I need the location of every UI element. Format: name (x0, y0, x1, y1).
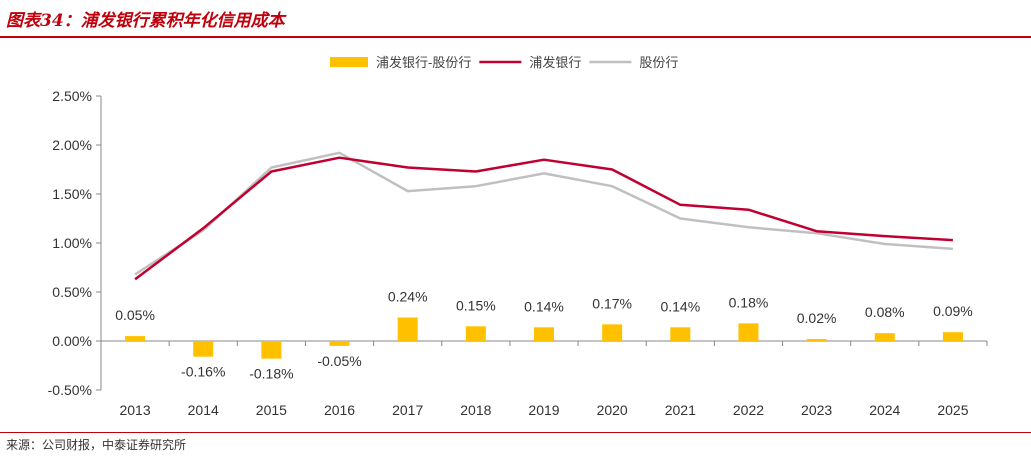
x-tick-label: 2023 (801, 402, 832, 418)
bar-data-label: 0.08% (865, 304, 905, 320)
bar (193, 341, 214, 357)
bar-data-label: 0.17% (592, 295, 632, 311)
y-tick-label: 2.50% (52, 88, 92, 104)
title-bar (0, 0, 1031, 38)
y-tick-label: 1.50% (52, 186, 92, 202)
bar-data-label: 0.05% (115, 307, 155, 323)
legend-swatch-bar (330, 57, 368, 67)
line-series (134, 151, 953, 281)
bar (942, 332, 963, 341)
y-tick-label: -0.50% (48, 382, 92, 398)
bar (738, 323, 759, 341)
bar-data-label: 0.09% (933, 303, 973, 319)
bar (397, 317, 418, 341)
x-tick-label: 2013 (119, 402, 150, 418)
y-tick-label: 0.50% (52, 284, 92, 300)
bar (261, 341, 282, 359)
x-tick-label: 2017 (392, 402, 423, 418)
series-line (134, 156, 953, 281)
bar-data-label: 0.14% (524, 298, 564, 314)
bar (329, 341, 350, 346)
x-tick-label: 2019 (528, 402, 559, 418)
bar (534, 327, 554, 341)
bar-data-label: 0.15% (456, 297, 496, 313)
bar-data-label: -0.16% (181, 364, 225, 380)
x-tick-label: 2018 (460, 402, 491, 418)
bar-data-label: 0.18% (729, 294, 769, 310)
legend: 浦发银行-股份行 浦发银行 股份行 (330, 55, 678, 70)
bar (465, 326, 486, 341)
legend-label: 浦发银行 (529, 55, 581, 70)
x-tick-label: 2021 (665, 402, 696, 418)
y-tick-label: 0.00% (52, 333, 92, 349)
bar (806, 339, 827, 341)
x-axis: 2013 2014 2015 2016 2017 2018 2019 2020 2021 2022… (100, 340, 988, 418)
y-tick-label: 1.00% (52, 235, 92, 251)
bar (670, 327, 691, 341)
x-tick-label: 2022 (733, 402, 764, 418)
bar (125, 336, 146, 341)
x-tick-label: 2024 (869, 402, 900, 418)
x-tick-label: 2015 (256, 402, 287, 418)
series-line (134, 151, 953, 276)
source-note: 来源：公司财报，中泰证券研究所 (6, 438, 187, 452)
bar-data-label: -0.18% (249, 366, 293, 382)
y-tick-label: 2.00% (52, 137, 92, 153)
y-axis: -0.50% 0.00% 0.50% 1.00% 1.50% 2.00% 2.50% (48, 88, 102, 398)
x-tick-label: 2016 (324, 402, 355, 418)
x-tick-label: 2020 (597, 402, 628, 418)
bar-series (125, 317, 963, 359)
chart: 浦发银行-股份行 浦发银行 股份行 -0.50% 0.00% 0.50% 1.00% 1.5… (48, 55, 988, 418)
chart-title: 图表34：浦发银行累积年化信用成本 (6, 11, 285, 31)
legend-label: 股份行 (639, 55, 678, 70)
x-tick-label: 2025 (937, 402, 968, 418)
bar (874, 333, 895, 341)
bar-data-label: 0.14% (660, 298, 700, 314)
bar-data-label: -0.05% (317, 353, 361, 369)
legend-label: 浦发银行-股份行 (376, 55, 471, 70)
footer-divider (0, 432, 1031, 433)
x-tick-label: 2014 (188, 402, 219, 418)
bar-data-label: 0.24% (388, 288, 428, 304)
bar-data-labels: 0.05% -0.16% -0.18% -0.05% 0.24% 0.15% 0.14% 0.… (115, 288, 973, 381)
bar (602, 324, 623, 341)
bar-data-label: 0.02% (797, 310, 837, 326)
